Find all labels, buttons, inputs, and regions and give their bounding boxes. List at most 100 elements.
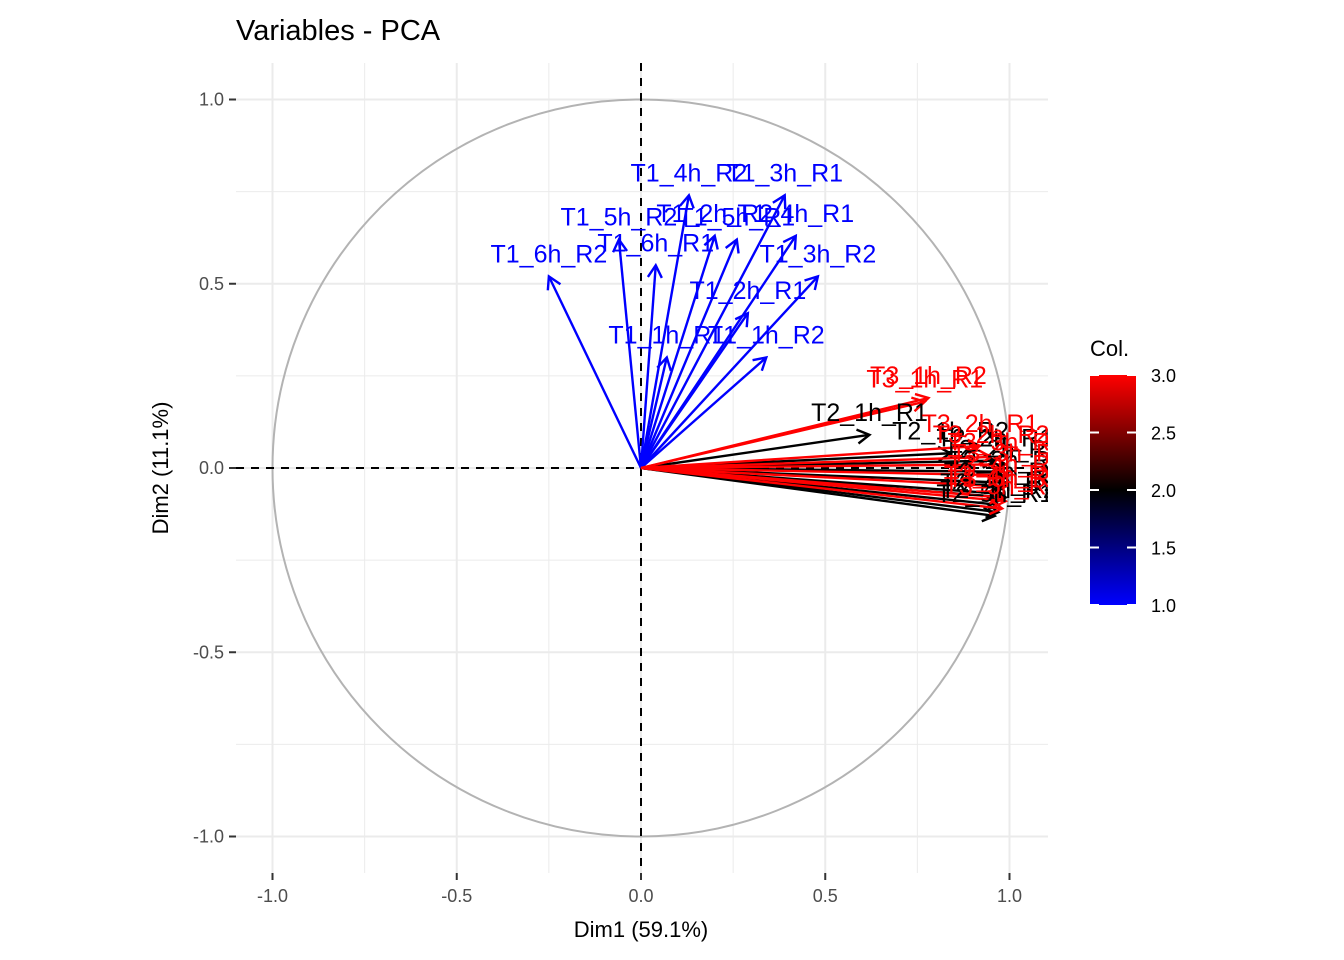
arrow-shaft [640,433,870,470]
variable-label: T3_6h_R1 [947,465,1064,493]
variable-label: T1_6h_R2 [491,240,608,268]
variable-arrow [640,396,928,470]
arrow-shaft [640,455,992,470]
x-tick-label: -0.5 [441,886,472,906]
variable-arrow [639,237,740,469]
chart-title: Variables - PCA [236,15,441,47]
arrow-head [910,396,928,413]
x-tick-label: 1.0 [997,886,1022,906]
arrow-head [752,355,769,372]
y-tick-label: 0.5 [199,274,224,294]
y-tick-label: -0.5 [193,642,224,662]
x-axis-title: Dim1 (59.1%) [574,917,708,942]
variable-label: T2_3h_R2 [944,458,1061,486]
arrow-shaft [640,466,1006,503]
arrow-shaft [639,265,657,469]
variable-label: T2_3h_R1 [947,447,1064,475]
arrow-shaft [640,466,995,518]
colorbar-tick-label: 2.0 [1151,481,1176,501]
arrow-head [703,233,719,250]
arrow-shaft [640,466,1010,477]
arrow-shaft [640,466,1003,510]
variable-label: T2_1h_R2 [892,417,1009,445]
variable-label: T3_3h_R1 [947,428,1064,456]
variable-label: T2_4h_R2 [940,476,1057,504]
y-tick-label: 1.0 [199,90,224,110]
arrow-head [978,449,994,466]
arrow-head [996,467,1012,484]
arrow-shaft [640,312,749,469]
axes: -1.0 -0.5 0.0 0.5 1.0 -1.0 -0.5 0.0 0.5 1.0 [193,90,1022,907]
variable-label: T1_2h_R2 [656,200,773,228]
variable-label: T3_2h_R2 [933,421,1050,449]
variable-label: T2_6h_R1 [947,461,1064,489]
arrow-head [992,492,1009,509]
arrow-shaft [547,275,643,469]
arrow-shaft [640,356,768,469]
variable-arrow [640,428,872,470]
arrow-head [724,237,740,254]
colorbar-tick-label: 2.5 [1151,424,1176,444]
arrow-head [992,477,1009,494]
variable-arrows [546,192,1012,523]
arrow-head [611,237,629,253]
variable-label: T2_1h_R1 [811,399,928,427]
variable-label: T2_2h_R2 [944,436,1061,464]
variable-label: T1_3h_R2 [760,240,877,268]
y-tick-label: 0.0 [199,458,224,478]
variable-label: T1_5h_R1 [678,204,795,232]
arrow-shaft [639,194,786,469]
arrow-shaft [617,239,643,469]
variable-arrow [640,449,994,470]
colorbar-tick-label: 1.0 [1151,596,1176,616]
variable-arrow [640,311,750,469]
variable-arrow [639,192,695,469]
y-tick-label: -1.0 [193,827,224,847]
arrow-head [856,428,872,445]
variable-arrow [640,274,820,469]
arrow-head [646,262,663,279]
variable-arrow [640,466,1009,509]
colorbar-ticks: 1.0 1.5 2.0 2.5 3.0 [1090,366,1176,616]
variable-label: T2_4h_R1 [940,469,1057,497]
arrow-head [772,193,787,210]
variable-label: T3_4h_R2 [944,461,1061,489]
variable-label: T1_4h_R2 [631,159,748,187]
legend-title: Col. [1090,336,1129,361]
arrow-shaft [639,195,691,469]
variable-label: T1_5h_R2 [561,204,678,232]
arrow-head [804,274,820,291]
arrow-head [981,506,998,523]
variable-arrow [640,466,1005,516]
variable-arrow [640,466,998,523]
variable-arrow [640,466,1009,494]
arrow-head [734,311,750,328]
variable-arrow [639,233,719,469]
arrow-shaft [640,275,819,469]
variable-label: T1_1h_R2 [708,321,825,349]
arrow-head [656,355,673,372]
variable-label: T3_2h_R1 [922,410,1039,438]
variable-label: T3_4h_R1 [947,450,1064,478]
arrow-head [988,499,1005,516]
arrow-shaft [640,400,926,470]
variable-label: T1_2h_R1 [689,277,806,305]
arrow-head [966,438,983,455]
variable-label: T1_1h_R1 [608,321,725,349]
variable-arrow [639,262,663,469]
color-legend: Col. 1.0 1.5 2.0 2.5 3.0 [1090,336,1176,616]
arrow-shaft [640,444,981,470]
variable-arrow [611,237,643,469]
variable-label: T1_6h_R1 [597,229,714,257]
variable-arrow [640,438,983,470]
arrow-head [782,233,798,250]
arrow-shaft [639,357,668,469]
variable-arrow [546,274,643,469]
arrow-shaft [640,463,1006,470]
arrow-shaft [640,466,1006,488]
arrow-shaft [639,239,738,469]
variable-label: T3_1h_R1 [866,366,983,394]
